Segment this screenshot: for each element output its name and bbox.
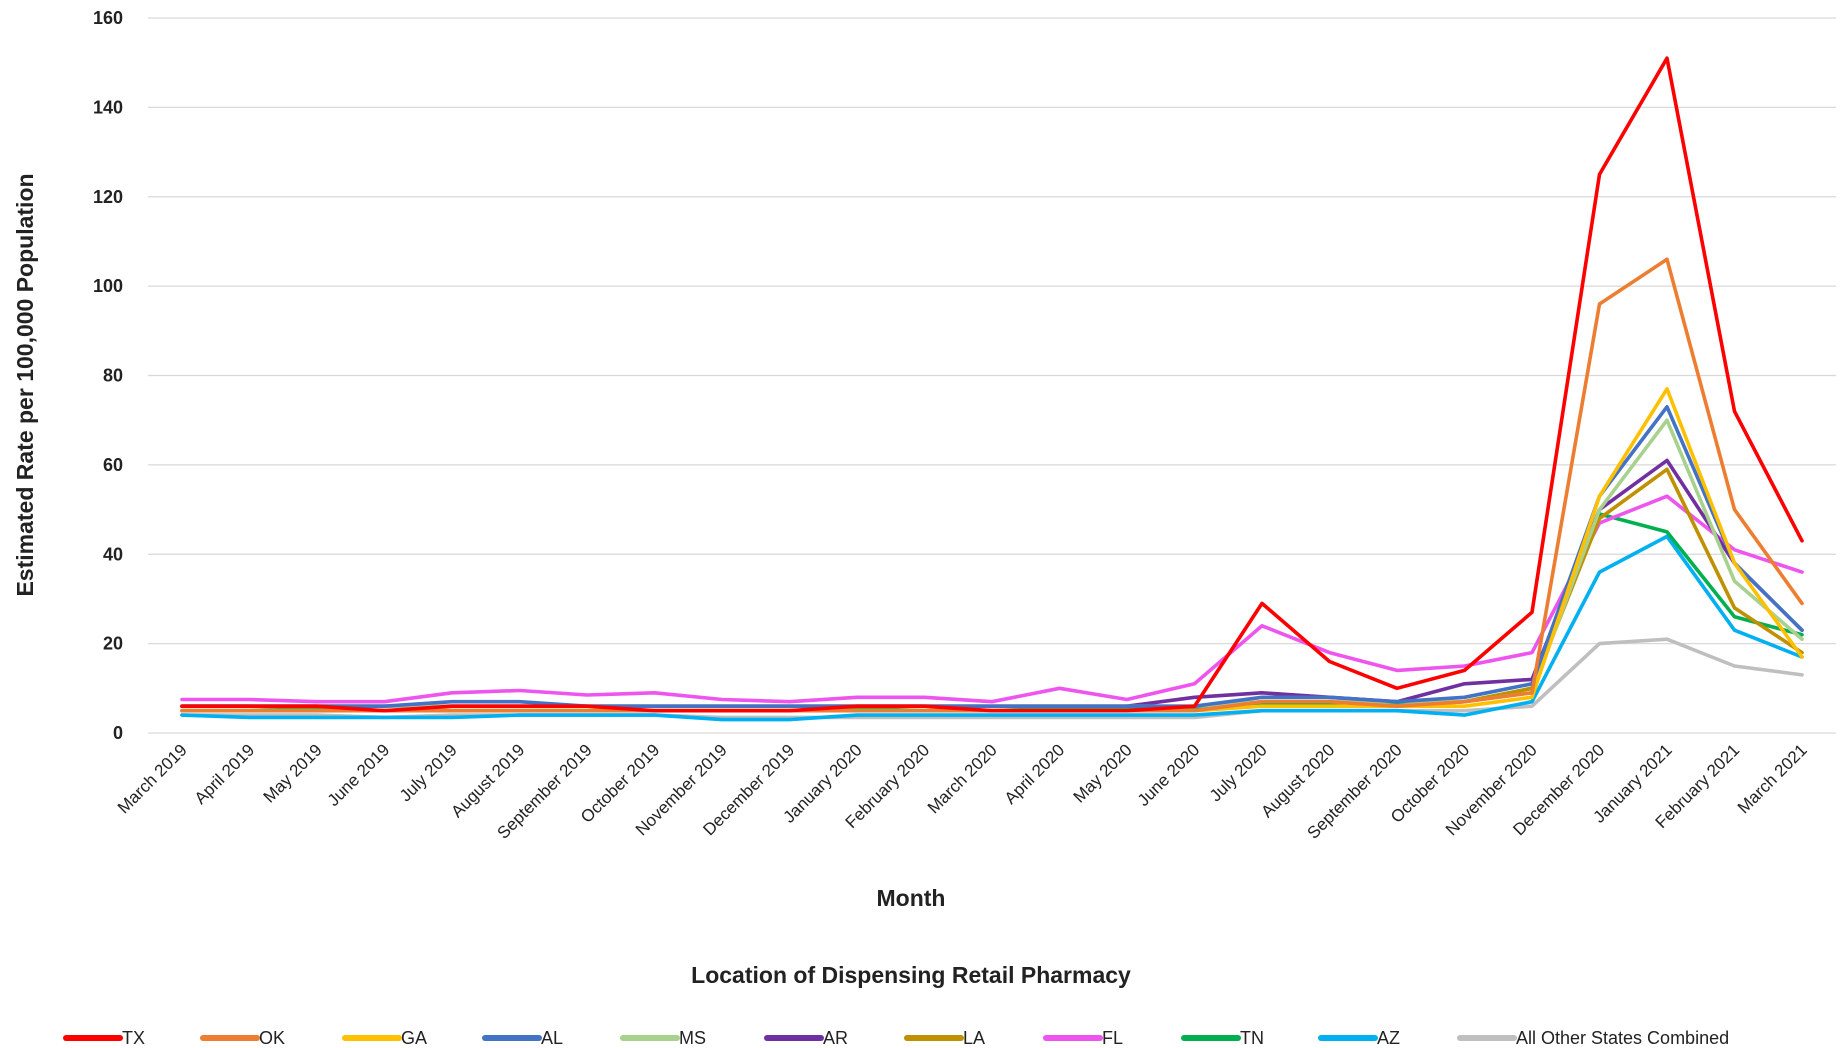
series-line-fl — [180, 494, 1804, 704]
legend-title: Location of Dispensing Retail Pharmacy — [691, 962, 1131, 988]
x-tick-label: March 2019 — [114, 740, 191, 817]
legend-label: All Other States Combined — [1516, 1028, 1729, 1048]
x-tick-label: May 2019 — [260, 740, 326, 806]
y-tick-label: 120 — [93, 187, 123, 207]
legend: TX OK GA AL MS AR LA FL TN AZ All Other States Com… — [63, 1028, 1729, 1048]
x-tick-label: March 2020 — [924, 740, 1001, 817]
series-line-la — [180, 467, 1804, 713]
legend-label: AL — [541, 1028, 563, 1048]
x-tick-label: March 2021 — [1734, 740, 1811, 817]
y-tick-label: 80 — [103, 366, 123, 386]
series-line-al — [180, 404, 1804, 709]
y-axis-title: Estimated Rate per 100,000 Population — [12, 173, 38, 596]
legend-label: AR — [823, 1028, 848, 1048]
x-tick-label: April 2020 — [1001, 740, 1069, 808]
legend-label: MS — [679, 1028, 706, 1048]
y-tick-label: 0 — [113, 723, 123, 743]
y-tick-label: 20 — [103, 634, 123, 654]
x-tick-label: June 2020 — [1134, 740, 1204, 810]
y-tick-label: 100 — [93, 276, 123, 296]
legend-label: LA — [963, 1028, 985, 1048]
y-axis-ticks: 0 20 40 60 80 100 120 140 160 — [93, 8, 123, 743]
series-line-tx — [180, 56, 1804, 713]
y-tick-label: 140 — [93, 97, 123, 117]
series-line-az — [180, 534, 1804, 722]
x-axis-title: Month — [877, 885, 946, 911]
series-line-all-other-states-combined — [180, 637, 1804, 720]
x-tick-label: May 2020 — [1070, 740, 1136, 806]
legend-label: TN — [1240, 1028, 1264, 1048]
legend-label: TX — [122, 1028, 145, 1048]
y-tick-label: 40 — [103, 544, 123, 564]
y-tick-label: 60 — [103, 455, 123, 475]
y-tick-label: 160 — [93, 8, 123, 28]
legend-label: OK — [259, 1028, 285, 1048]
legend-label: GA — [401, 1028, 427, 1048]
series-lines — [180, 56, 1804, 722]
x-tick-label: July 2019 — [396, 740, 461, 805]
series-line-ar — [180, 458, 1804, 709]
x-tick-label: June 2019 — [324, 740, 394, 810]
series-line-ms — [180, 418, 1804, 709]
legend-label: FL — [1102, 1028, 1123, 1048]
x-tick-label: April 2019 — [191, 740, 259, 808]
x-tick-label: July 2020 — [1206, 740, 1271, 805]
gridlines — [148, 17, 1836, 734]
legend-label: AZ — [1377, 1028, 1400, 1048]
